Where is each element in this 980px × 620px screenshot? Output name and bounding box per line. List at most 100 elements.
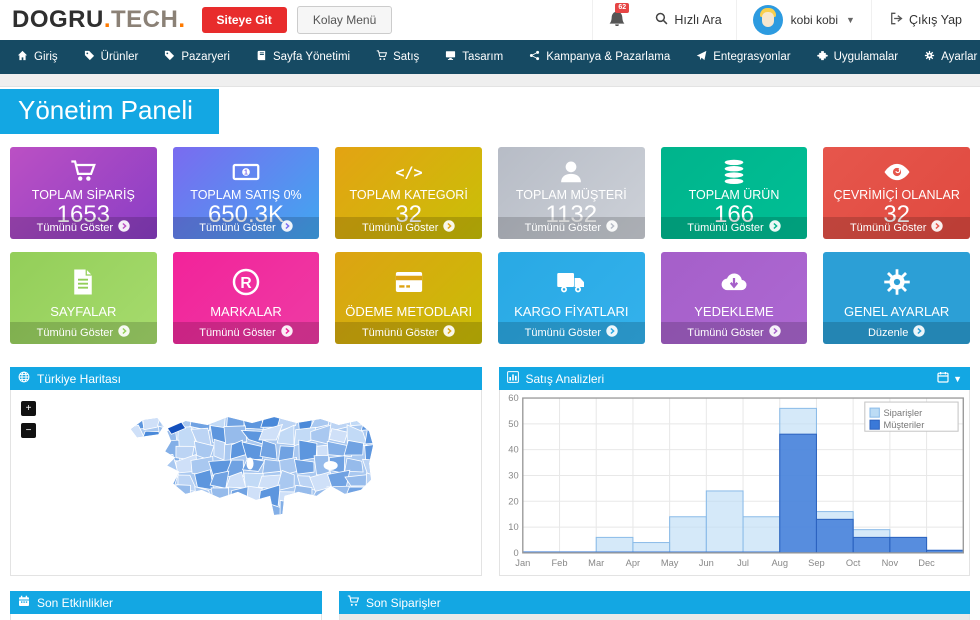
card-toplam-kategori[interactable]: </> TOPLAM KATEGORİ 32 Tümünü Göster [335,147,482,239]
sales-analysis-chart: 0 10 20 30 40 50 60 Jan Feb Mar Apr May Jun Jul Aug Sep… [508,393,964,568]
svg-text:Oct: Oct [845,558,860,568]
card-label: TOPLAM SATIŞ 0% [190,188,302,202]
card-sayfalar[interactable]: SAYFALAR Tümünü Göster [10,252,157,344]
map-zoom-in-button[interactable]: + [21,401,36,416]
logout-button[interactable]: Çıkış Yap [870,0,968,40]
chart-panel-header: Satış Analizleri ▼ [498,367,970,390]
notification-badge: 62 [615,3,630,13]
card-footer-link[interactable]: Tümünü Göster [10,322,157,344]
nav-item-kampanya-pazarlama[interactable]: Kampanya & Pazarlama [516,40,683,74]
card-toplam-m-teri[interactable]: TOPLAM MÜŞTERİ 1132 Tümünü Göster [498,147,645,239]
go-to-site-button[interactable]: Siteye Git [201,7,287,33]
orders-panel-header: Son Siparişler [339,591,970,614]
notifications-button[interactable]: 62 [592,0,641,40]
gear-icon [924,50,935,64]
chevron-circle-icon [443,220,456,235]
card-evri-mi-i-olanlar[interactable]: ÇEVRİMİÇİ OLANLAR 32 Tümünü Göster [823,147,970,239]
nav-item-tasar-m[interactable]: Tasarım [432,40,516,74]
card-footer-link[interactable]: Tümünü Göster [498,322,645,344]
card-label: KARGO FİYATLARI [514,304,629,319]
turkey-choropleth-map[interactable] [123,406,375,524]
nav-item-sayfa-y-netimi[interactable]: Sayfa Yönetimi [243,40,363,74]
card-footer-link[interactable]: Tümünü Göster [335,322,482,344]
card-footer-link[interactable]: Tümünü Göster [172,322,320,344]
card-kargo-fi-yatlari[interactable]: KARGO FİYATLARI Tümünü Göster [498,252,645,344]
card-value: 32 [883,201,911,228]
card-label: TOPLAM MÜŞTERİ [515,188,627,202]
svg-text:Feb: Feb [551,558,567,568]
map-zoom-controls: + − [21,401,36,445]
card-label: ÖDEME METODLARI [345,304,473,319]
svg-text:Mar: Mar [588,558,604,568]
quick-search-button[interactable]: Hızlı Ara [641,12,735,28]
card-label: ÇEVRİMİÇİ OLANLAR [833,188,960,202]
nav-item-giri[interactable]: Giriş [4,40,71,74]
card-footer-link[interactable]: Tümünü Göster [660,217,808,239]
chevron-circle-icon [913,325,926,340]
nav-item-ayarlar[interactable]: Ayarlar [911,40,980,74]
calendar-icon [18,595,30,610]
card-deme-metodlari[interactable]: ÖDEME METODLARI Tümünü Göster [335,252,482,344]
chevron-circle-icon [118,220,130,235]
puzzle-icon [816,50,828,64]
svg-text:20: 20 [508,496,518,506]
nav-item-r-nler[interactable]: Ürünler [71,40,152,74]
svg-text:Dec: Dec [918,558,935,568]
card-footer-link[interactable]: Tümünü Göster [823,217,970,239]
chevron-circle-icon [281,220,293,235]
card-value: 1653 [56,201,111,228]
card-genel-ayarlar[interactable]: GENEL AYARLAR Düzenle [823,252,970,344]
quick-search-label: Hızlı Ara [674,13,722,27]
plane-icon [696,50,707,64]
orders-panel-title: Son Siparişler [366,595,441,610]
cloud-download-icon [661,267,808,297]
sales-chart-panel: Satış Analizleri ▼ 0 10 20 30 40 50 60 Jan Feb Ma… [498,367,970,576]
chevron-circle-icon [606,220,618,235]
card-footer-link[interactable]: Tümünü Göster [10,217,157,239]
monitor-icon [445,50,456,64]
nav-item-entegrasyonlar[interactable]: Entegrasyonlar [683,40,803,74]
card-label: SAYFALAR [50,304,117,319]
card-footer-link[interactable]: Düzenle [823,322,970,344]
user-menu[interactable]: kobi kobi ▼ [735,0,871,40]
main-navbar: Giriş Ürünler Pazaryeri Sayfa Yönetimi Satış… [0,40,980,74]
card-footer-link[interactable]: Tümünü Göster [660,322,808,344]
card-toplam-si-pari[interactable]: TOPLAM SİPARİŞ 1653 Tümünü Göster [10,147,157,239]
quick-menu-button[interactable]: Kolay Menü [296,6,393,34]
card-toplam-sati-0[interactable]: 1 TOPLAM SATIŞ 0% 650.3K Tümünü Göster [172,147,320,239]
tag-icon [164,50,175,64]
orders-table-header: Sipariş No - MüşteriDurumuEklenme Tarihi… [340,614,969,620]
chart-date-range-button[interactable]: ▼ [937,371,962,386]
logo: DOGRU.TECH. [12,6,186,33]
card-footer-link[interactable]: Tümünü Göster [172,217,320,239]
chevron-circle-icon [606,325,618,340]
calendar-icon [937,371,949,386]
card-yedekleme[interactable]: YEDEKLEME Tümünü Göster [660,252,808,344]
truck-icon [498,267,645,297]
file-icon [10,267,157,297]
recent-activities-panel: Son Etkinlikler [10,591,322,620]
svg-text:May: May [660,558,678,568]
card-label: MARKALAR [210,304,282,319]
nav-item-uygulamalar[interactable]: Uygulamalar [804,40,912,74]
card-footer-link[interactable]: Tümünü Göster [498,217,645,239]
card-footer-link[interactable]: Tümünü Göster [335,217,482,239]
svg-text:50: 50 [508,419,518,429]
credit-card-icon [335,267,482,297]
svg-text:Apr: Apr [625,558,639,568]
bell-icon [609,9,625,31]
card-label: TOPLAM ÜRÜN [688,188,780,202]
map-zoom-out-button[interactable]: − [21,423,36,438]
header-right: 62 Hızlı Ara kobi kobi ▼ Çıkış Yap [592,0,968,40]
svg-text:10: 10 [508,522,518,532]
home-icon [17,50,28,64]
card-markalar[interactable]: R MARKALAR Tümünü Göster [172,252,320,344]
activities-panel-title: Son Etkinlikler [37,595,114,610]
nav-item-sat[interactable]: Satış [363,40,432,74]
activities-panel-body [10,614,322,620]
chevron-circle-icon [769,220,781,235]
nav-item-pazaryeri[interactable]: Pazaryeri [151,40,243,74]
card-toplam-r-n[interactable]: TOPLAM ÜRÜN 166 Tümünü Göster [660,147,808,239]
stat-cards-row: TOPLAM SİPARİŞ 1653 Tümünü Göster 1 TOPLAM S… [0,147,980,239]
